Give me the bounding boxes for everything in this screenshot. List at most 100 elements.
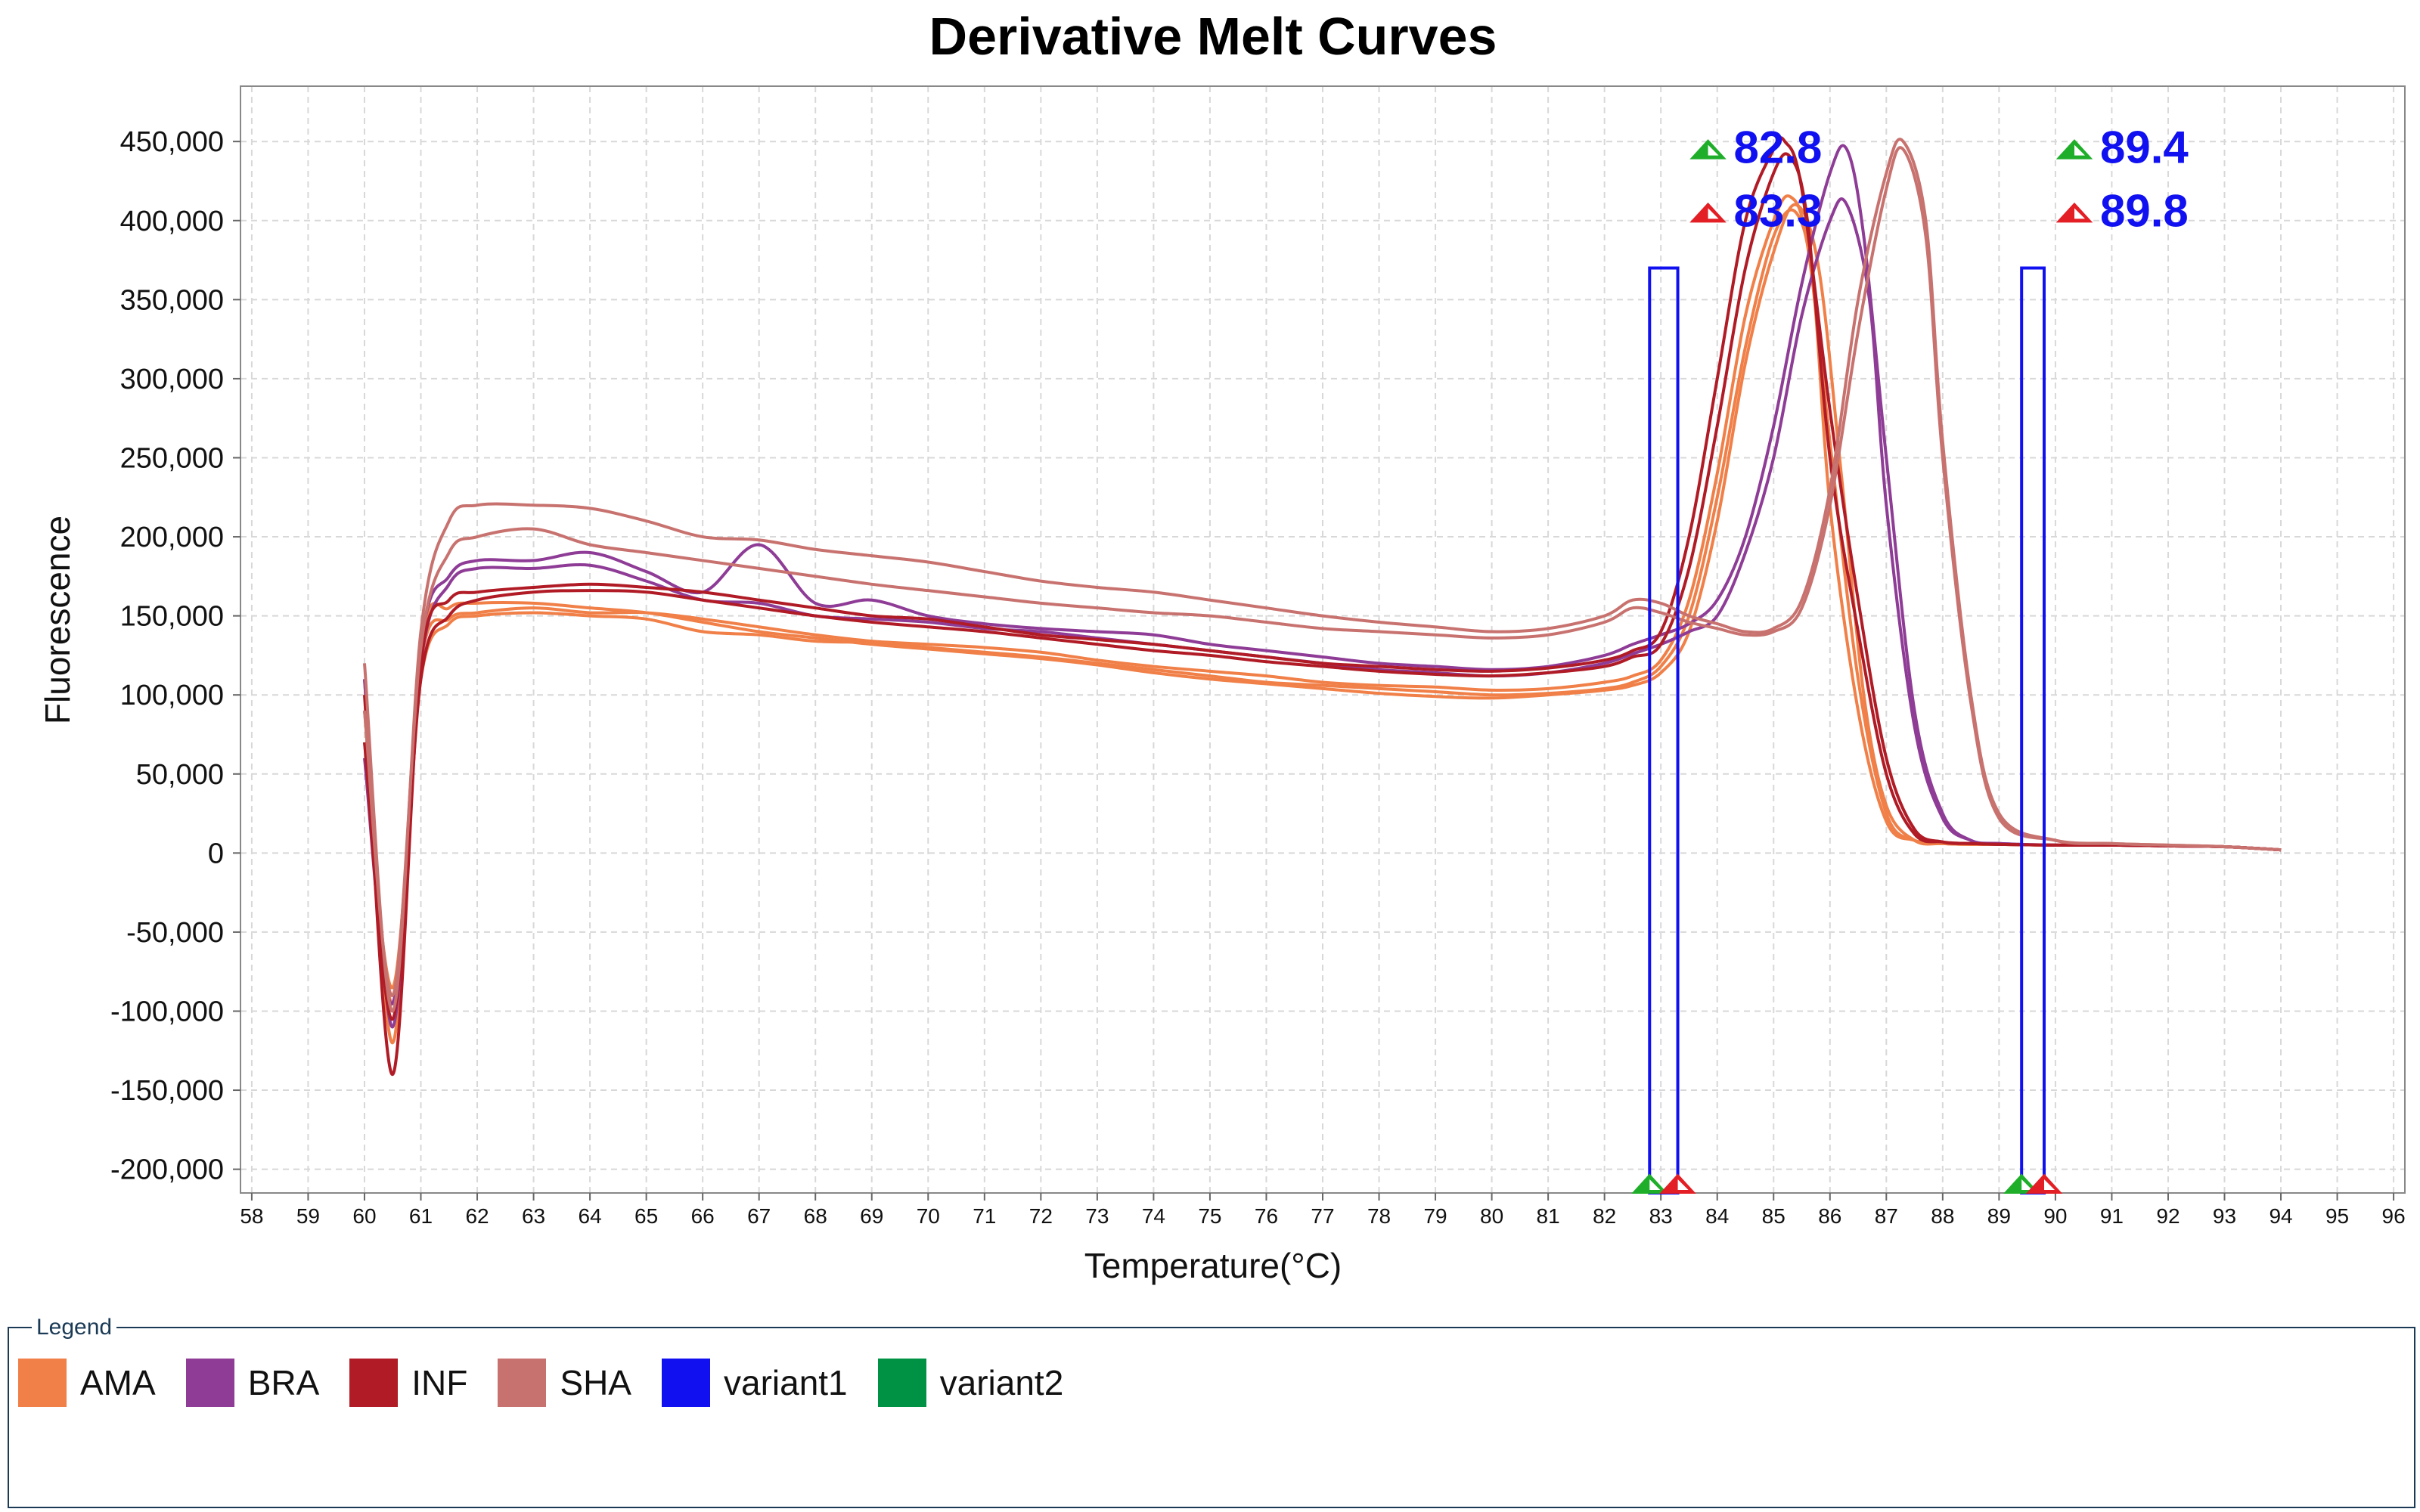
x-tick-label: 65 xyxy=(634,1204,658,1228)
series-line-ama xyxy=(362,203,2282,1045)
x-tick-label: 90 xyxy=(2043,1204,2067,1228)
x-tick-label: 77 xyxy=(1311,1204,1334,1228)
marker-label-83.3: 83.3 xyxy=(1734,185,1823,236)
x-tick-label: 75 xyxy=(1198,1204,1221,1228)
series-line-bra xyxy=(362,144,2282,1029)
x-tick-label: 62 xyxy=(465,1204,489,1228)
series-line-sha xyxy=(362,146,2282,997)
y-tick-label: 450,000 xyxy=(120,126,224,158)
x-tick-label: 85 xyxy=(1762,1204,1786,1228)
y-tick-label: 50,000 xyxy=(136,759,224,791)
y-tick-label: -100,000 xyxy=(110,996,224,1027)
x-tick-label: 93 xyxy=(2213,1204,2236,1228)
x-tick-label: 91 xyxy=(2100,1204,2124,1228)
legend-item-variant1[interactable]: variant1 xyxy=(661,1359,848,1407)
legend-item-ama[interactable]: AMA xyxy=(18,1359,156,1407)
x-tick-label: 87 xyxy=(1875,1204,1898,1228)
x-tick-label: 64 xyxy=(579,1204,602,1228)
x-tick-label: 73 xyxy=(1085,1204,1109,1228)
x-tick-label: 78 xyxy=(1367,1204,1391,1228)
x-tick-label: 79 xyxy=(1423,1204,1447,1228)
y-tick-label: 150,000 xyxy=(120,601,224,633)
x-tick-label: 66 xyxy=(691,1204,715,1228)
legend-swatch xyxy=(498,1359,547,1407)
axis-marker-83.3-highlight xyxy=(1677,1179,1689,1190)
region-variant2[interactable] xyxy=(2020,266,2046,1194)
series-line-ama xyxy=(362,208,2282,990)
axis-marker-82.8-highlight xyxy=(1649,1179,1661,1190)
legend-label: AMA xyxy=(80,1363,156,1402)
marker-label-89.8: 89.8 xyxy=(2100,185,2189,236)
marker-label-82.8: 82.8 xyxy=(1734,122,1823,173)
x-tick-label: 95 xyxy=(2325,1204,2349,1228)
x-tick-label: 71 xyxy=(973,1204,996,1228)
x-tick-label: 58 xyxy=(240,1204,263,1228)
x-tick-label: 88 xyxy=(1931,1204,1954,1228)
legend-label: INF xyxy=(411,1363,468,1402)
y-tick-label: 250,000 xyxy=(120,442,224,474)
legend-title: Legend xyxy=(32,1315,117,1340)
y-tick-label: -50,000 xyxy=(126,917,224,949)
x-tick-label: 80 xyxy=(1480,1204,1503,1228)
x-tick-label: 59 xyxy=(296,1204,320,1228)
x-tick-label: 81 xyxy=(1537,1204,1560,1228)
y-axis-label: Fluorescence xyxy=(38,516,77,724)
y-axis-ticks: 450,000 400,000 350,000 300,000 250,000 200,0… xyxy=(110,126,240,1186)
marker-label-89.4: 89.4 xyxy=(2100,122,2189,173)
x-tick-label: 74 xyxy=(1142,1204,1165,1228)
legend-swatch xyxy=(349,1359,399,1407)
legend-swatch xyxy=(185,1359,234,1407)
marker-triangle-83.3-highlight xyxy=(1708,208,1719,219)
x-tick-label: 72 xyxy=(1029,1204,1053,1228)
legend-item-inf[interactable]: INF xyxy=(349,1359,467,1407)
axis-marker-89.4-highlight xyxy=(2021,1179,2033,1190)
legend-swatch xyxy=(18,1359,67,1407)
chart-title: Derivative Melt Curves xyxy=(929,7,1497,66)
x-tick-label: 67 xyxy=(747,1204,771,1228)
y-tick-label: 100,000 xyxy=(120,680,224,711)
series-line-ama xyxy=(362,194,2282,1005)
legend-swatch xyxy=(661,1359,710,1407)
axis-marker-89.8-highlight xyxy=(2044,1179,2055,1190)
legend-item-bra[interactable]: BRA xyxy=(185,1359,320,1407)
legend: Legend AMA BRA INF SHA variant1 variant2 xyxy=(8,1315,2415,1508)
x-tick-label: 96 xyxy=(2382,1204,2406,1228)
y-tick-label: 0 xyxy=(208,838,224,869)
x-axis-ticks: 58 59 60 61 62 63 64 65 66 67 68 69 70 71 72 73 74 75 76 77… xyxy=(240,1193,2406,1228)
series-lines xyxy=(362,136,2282,1077)
x-tick-label: 76 xyxy=(1255,1204,1278,1228)
legend-swatch xyxy=(877,1359,926,1407)
marker-triangle-89.4-highlight xyxy=(2074,144,2085,156)
x-tick-label: 68 xyxy=(804,1204,827,1228)
y-tick-label: 400,000 xyxy=(120,206,224,237)
legend-item-sha[interactable]: SHA xyxy=(498,1359,631,1407)
x-tick-label: 94 xyxy=(2269,1204,2292,1228)
derivative-melt-chart: Derivative Melt Curves 450,000 400,000 350… xyxy=(38,7,2406,1285)
y-tick-label: -200,000 xyxy=(110,1154,224,1186)
x-tick-label: 61 xyxy=(409,1204,433,1228)
x-tick-label: 69 xyxy=(860,1204,883,1228)
series-line-inf xyxy=(362,152,2282,1021)
legend-items: AMA BRA INF SHA variant1 variant2 xyxy=(18,1359,1094,1407)
x-tick-label: 92 xyxy=(2156,1204,2180,1228)
region-variant1[interactable] xyxy=(1648,266,1680,1194)
legend-label: BRA xyxy=(247,1363,320,1402)
legend-label: variant2 xyxy=(939,1363,1064,1402)
legend-label: variant1 xyxy=(723,1363,848,1402)
y-tick-label: 300,000 xyxy=(120,364,224,395)
y-tick-label: 200,000 xyxy=(120,522,224,553)
x-tick-label: 84 xyxy=(1705,1204,1729,1228)
marker-triangle-89.8-highlight xyxy=(2074,208,2085,219)
x-tick-label: 86 xyxy=(1818,1204,1841,1228)
x-tick-label: 89 xyxy=(1987,1204,2011,1228)
legend-label: SHA xyxy=(560,1363,631,1402)
legend-item-variant2[interactable]: variant2 xyxy=(877,1359,1064,1407)
marker-triangle-82.8-highlight xyxy=(1708,144,1719,156)
y-tick-label: 350,000 xyxy=(120,284,224,316)
series-line-inf xyxy=(362,136,2282,1077)
variant-markers[interactable]: 82.8 83.3 89.4 89.8 xyxy=(1631,122,2189,1194)
grid xyxy=(240,86,2405,1193)
x-tick-label: 83 xyxy=(1649,1204,1673,1228)
x-tick-label: 70 xyxy=(917,1204,940,1228)
y-tick-label: -150,000 xyxy=(110,1075,224,1107)
